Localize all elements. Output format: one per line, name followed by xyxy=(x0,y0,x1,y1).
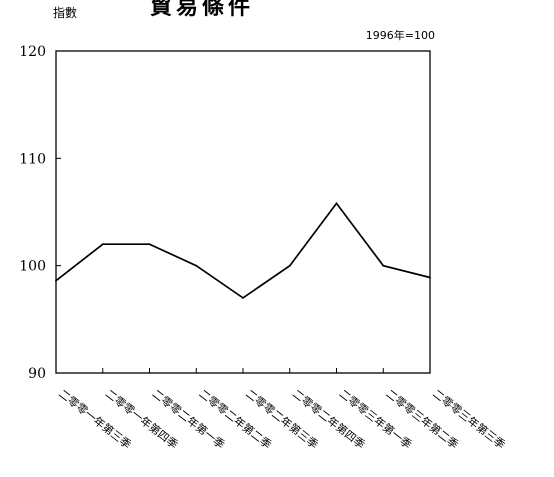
data-point xyxy=(148,243,151,246)
data-point xyxy=(288,264,291,267)
data-point xyxy=(55,279,57,282)
y-tick-label: 120 xyxy=(19,44,46,60)
base-year-note: 1996年=100 xyxy=(366,28,435,42)
y-tick-label: 90 xyxy=(28,366,46,382)
y-axis: 90 100 110 120 xyxy=(19,44,61,382)
plot-frame xyxy=(55,50,431,374)
data-point xyxy=(335,202,338,205)
data-point xyxy=(242,296,244,299)
data-point xyxy=(429,276,431,279)
y-tick-label: 100 xyxy=(19,259,46,275)
x-axis: 二零零一年第三季二零零一年第四季二零零二年第一季二零零二年第二季二零零二年第三季… xyxy=(55,368,508,452)
series-group xyxy=(55,201,431,299)
data-point xyxy=(195,264,198,267)
data-point xyxy=(382,264,385,267)
series-line xyxy=(55,201,431,299)
data-point xyxy=(101,243,104,246)
y-tick-label: 110 xyxy=(19,151,46,167)
y-axis-label: 指數 xyxy=(53,5,77,20)
chart-title: 貿易條件 xyxy=(150,0,254,20)
